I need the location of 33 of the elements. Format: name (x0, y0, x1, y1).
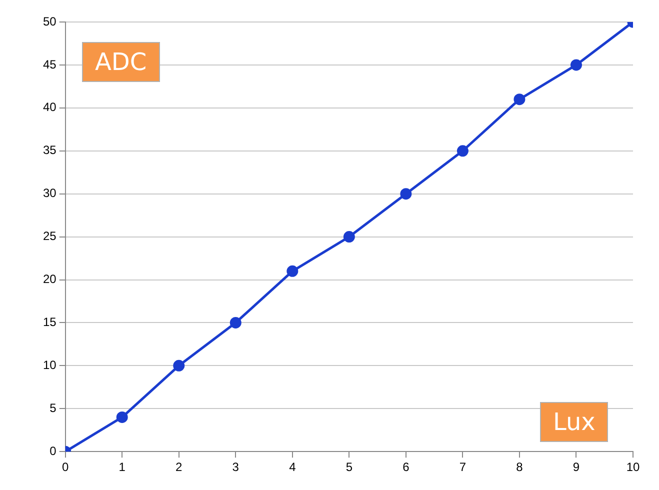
x-axis-title: Lux (540, 402, 608, 442)
x-tick-label: 7 (459, 460, 466, 474)
y-axis-title: ADC (82, 42, 160, 82)
y-tick-label: 40 (42, 100, 57, 114)
x-tick-label: 2 (176, 460, 183, 474)
x-tick-label: 6 (402, 460, 410, 474)
point (230, 316, 242, 328)
point (456, 145, 468, 157)
y-tick-label: 30 (42, 186, 57, 200)
x-tick-label: 5 (346, 460, 353, 474)
x-tick-label: 9 (572, 460, 580, 474)
y-tick-label: 35 (42, 143, 57, 158)
x-tick-label: 1 (118, 460, 126, 474)
y-tick-label: 0 (50, 444, 57, 458)
point (343, 231, 355, 243)
point (286, 265, 298, 277)
point (570, 59, 582, 71)
y-tick-label: 25 (42, 229, 57, 244)
point (173, 360, 185, 372)
y-tick-label: 50 (42, 14, 57, 28)
x-tick-label: 10 (626, 460, 640, 474)
y-tick-label: 10 (42, 358, 57, 372)
x-tick-label: 8 (516, 460, 524, 474)
y-tick-label: 20 (42, 272, 57, 286)
x-tick-label: 4 (289, 460, 296, 474)
x-tick-label: 3 (232, 460, 240, 474)
point (400, 188, 412, 200)
y-tick-label: 15 (42, 315, 57, 330)
point (116, 411, 128, 423)
point (514, 94, 526, 106)
x-tick-label: 0 (62, 460, 70, 474)
y-tick-label: 5 (50, 400, 57, 415)
y-tick-label: 45 (42, 57, 57, 72)
